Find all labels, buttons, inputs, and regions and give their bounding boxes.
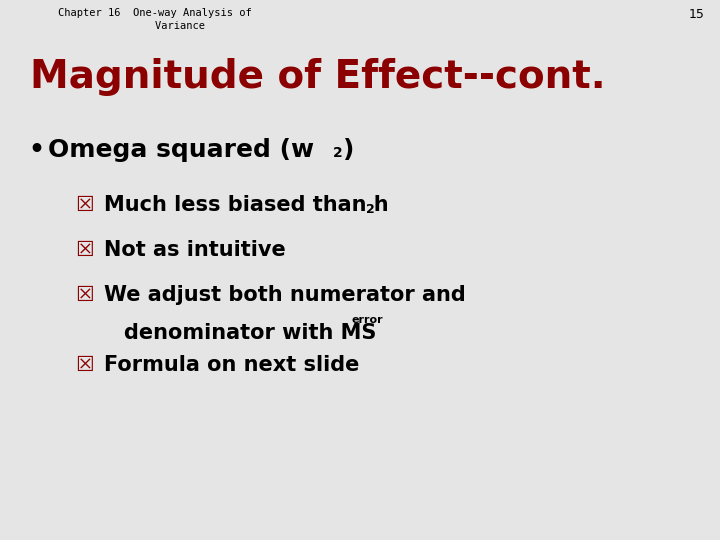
Text: Omega squared (w: Omega squared (w	[48, 138, 314, 162]
Text: denominator with MS: denominator with MS	[124, 323, 377, 343]
Text: ): )	[343, 138, 354, 162]
Text: Chapter 16  One-way Analysis of
        Variance: Chapter 16 One-way Analysis of Variance	[58, 8, 252, 31]
Text: Not as intuitive: Not as intuitive	[104, 240, 286, 260]
Text: •: •	[28, 138, 44, 162]
Text: ☒: ☒	[75, 285, 94, 305]
Text: 2: 2	[333, 146, 343, 160]
Text: ☒: ☒	[75, 355, 94, 375]
Text: Much less biased than h: Much less biased than h	[104, 195, 389, 215]
Text: ☒: ☒	[75, 195, 94, 215]
Text: Magnitude of Effect--cont.: Magnitude of Effect--cont.	[30, 58, 606, 96]
Text: 2: 2	[366, 203, 374, 216]
Text: We adjust both numerator and: We adjust both numerator and	[104, 285, 466, 305]
Text: error: error	[352, 315, 384, 325]
Text: 15: 15	[689, 8, 705, 21]
Text: Formula on next slide: Formula on next slide	[104, 355, 359, 375]
Text: ☒: ☒	[75, 240, 94, 260]
